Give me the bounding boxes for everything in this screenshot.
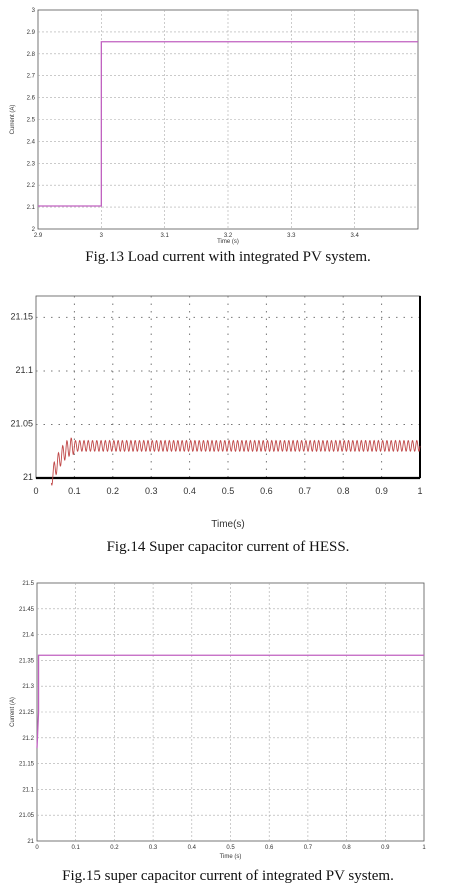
x-tick-label: 0.4 — [188, 845, 197, 851]
series-line — [36, 654, 424, 749]
x-tick-label: 1 — [422, 845, 426, 851]
series-line — [50, 437, 421, 487]
x-tick-label: 0.5 — [226, 845, 235, 851]
chart-fig14: 0 0.1 0.2 0.3 0.4 0.5 0.6 0.7 0.8 0.9 1 21 21.05 21.1… — [10, 295, 423, 530]
caption-fig13: Fig.13 Load current with integrated PV s… — [85, 249, 371, 265]
y-tick-label: 2.7 — [27, 74, 36, 80]
y-tick-label: 2.1 — [27, 205, 36, 211]
y-tick-label: 2.3 — [27, 161, 36, 167]
x-axis-label: Time (s) — [217, 239, 239, 245]
caption-fig14: Fig.14 Super capacitor current of HESS. — [106, 539, 350, 555]
y-tick-label: 21.05 — [10, 418, 33, 428]
x-tick-label: 1 — [417, 486, 422, 496]
x-tick-label: 0.9 — [381, 845, 390, 851]
y-tick-label: 2.4 — [27, 139, 36, 145]
x-tick-label: 0.7 — [299, 486, 312, 496]
x-tick-label: 0 — [35, 845, 39, 851]
y-tick-label: 2.6 — [27, 96, 36, 102]
y-tick-label: 21.4 — [22, 633, 34, 639]
figure-13: 2.9 3 3.1 3.2 3.3 3.4 2 2.1 2.2 2.3 2.4 2.5 2.6 2.7 2.… — [0, 0, 456, 265]
x-tick-label: 0 — [33, 486, 38, 496]
x-tick-label: 0.1 — [72, 845, 81, 851]
x-tick-label: 0.4 — [183, 486, 196, 496]
x-tick-label: 3.2 — [224, 233, 233, 239]
x-tick-label: 2.9 — [34, 233, 43, 239]
x-tick-label: 0.9 — [375, 486, 388, 496]
y-axis-label: Current (A) — [10, 105, 16, 135]
y-tick-label: 21.1 — [15, 365, 33, 375]
caption-fig15: Fig.15 super capacitor current of integr… — [62, 868, 394, 884]
y-tick-label: 2.8 — [27, 52, 36, 58]
y-tick-label: 21.5 — [22, 581, 34, 587]
x-tick-label: 0.1 — [68, 486, 81, 496]
y-tick-label: 21.35 — [19, 658, 35, 664]
y-tick-label: 21.3 — [22, 684, 34, 690]
x-tick-label: 0.6 — [260, 486, 273, 496]
y-tick-label: 21.1 — [22, 787, 34, 793]
x-tick-label: 0.5 — [222, 486, 235, 496]
y-tick-label: 2 — [32, 227, 36, 233]
y-tick-label: 21.45 — [19, 607, 35, 613]
y-tick-label: 21.15 — [19, 762, 35, 768]
y-tick-label: 3 — [32, 8, 36, 14]
y-tick-label: 2.2 — [27, 183, 36, 189]
y-tick-label: 2.5 — [27, 118, 36, 124]
x-tick-label: 0.2 — [107, 486, 120, 496]
x-tick-label: 3.4 — [350, 233, 359, 239]
y-tick-label: 21.2 — [22, 736, 34, 742]
x-tick-label: 3 — [100, 233, 104, 239]
figure-14: 0 0.1 0.2 0.3 0.4 0.5 0.6 0.7 0.8 0.9 1 21 21.05 21.1… — [0, 286, 456, 555]
figure-15: 0 0.1 0.2 0.3 0.4 0.5 0.6 0.7 0.8 0.9 1 21 21.05 21.1… — [0, 576, 456, 893]
x-axis-label: Time(s) — [211, 519, 245, 530]
x-tick-label: 0.7 — [304, 845, 313, 851]
x-tick-label: 0.6 — [265, 845, 274, 851]
y-tick-label: 21.25 — [19, 710, 35, 716]
y-tick-label: 21 — [23, 472, 33, 482]
x-tick-label: 0.3 — [149, 845, 158, 851]
y-tick-label: 21.15 — [10, 311, 33, 321]
x-tick-label: 0.2 — [110, 845, 119, 851]
chart-fig13: 2.9 3 3.1 3.2 3.3 3.4 2 2.1 2.2 2.3 2.4 2.5 2.6 2.7 2.… — [10, 8, 419, 245]
chart-fig15: 0 0.1 0.2 0.3 0.4 0.5 0.6 0.7 0.8 0.9 1 21 21.05 21.1… — [10, 581, 426, 860]
y-axis-label: Current (A) — [10, 697, 16, 727]
y-tick-label: 21 — [27, 839, 34, 845]
y-tick-label: 21.05 — [19, 813, 35, 819]
y-tick-label: 2.9 — [27, 30, 36, 36]
x-tick-label: 0.8 — [337, 486, 350, 496]
x-tick-label: 3.3 — [287, 233, 296, 239]
x-tick-label: 0.3 — [145, 486, 158, 496]
series-line — [38, 41, 418, 207]
x-axis-label: Time (s) — [220, 854, 242, 860]
x-tick-label: 0.8 — [342, 845, 351, 851]
x-tick-label: 3.1 — [160, 233, 169, 239]
